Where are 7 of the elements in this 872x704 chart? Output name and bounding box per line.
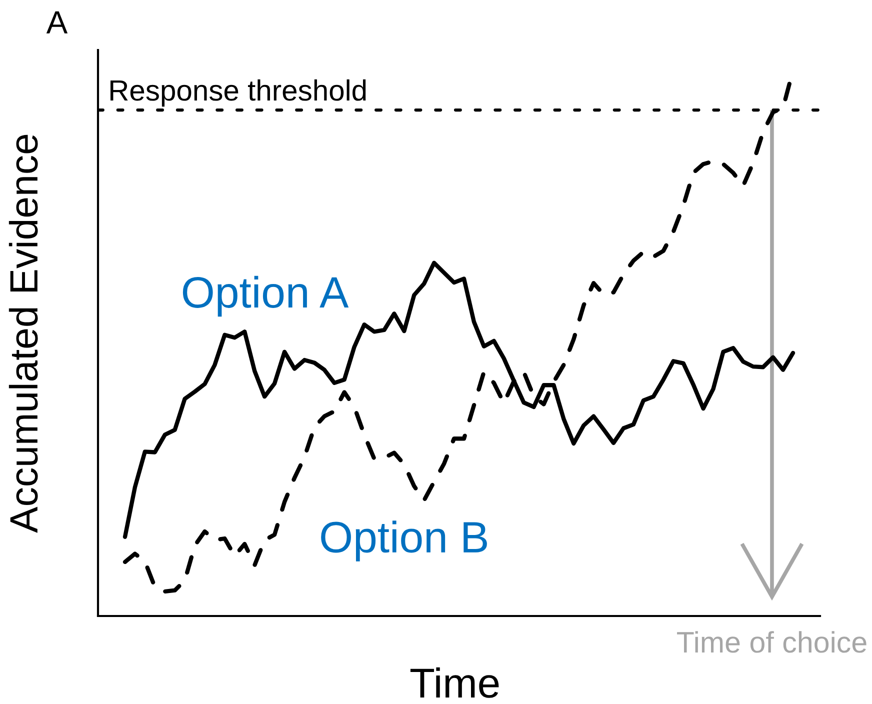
series-label: Option A: [182, 276, 349, 317]
series-label: Option B: [321, 520, 487, 562]
y-axis-title: Accumulated Evidence: [8, 134, 38, 533]
x-axis-title: Time: [410, 667, 499, 698]
text: Time of choice: [677, 631, 866, 653]
ref-line-label: Response threshold: [110, 79, 366, 107]
chart-title: A: [46, 11, 68, 34]
